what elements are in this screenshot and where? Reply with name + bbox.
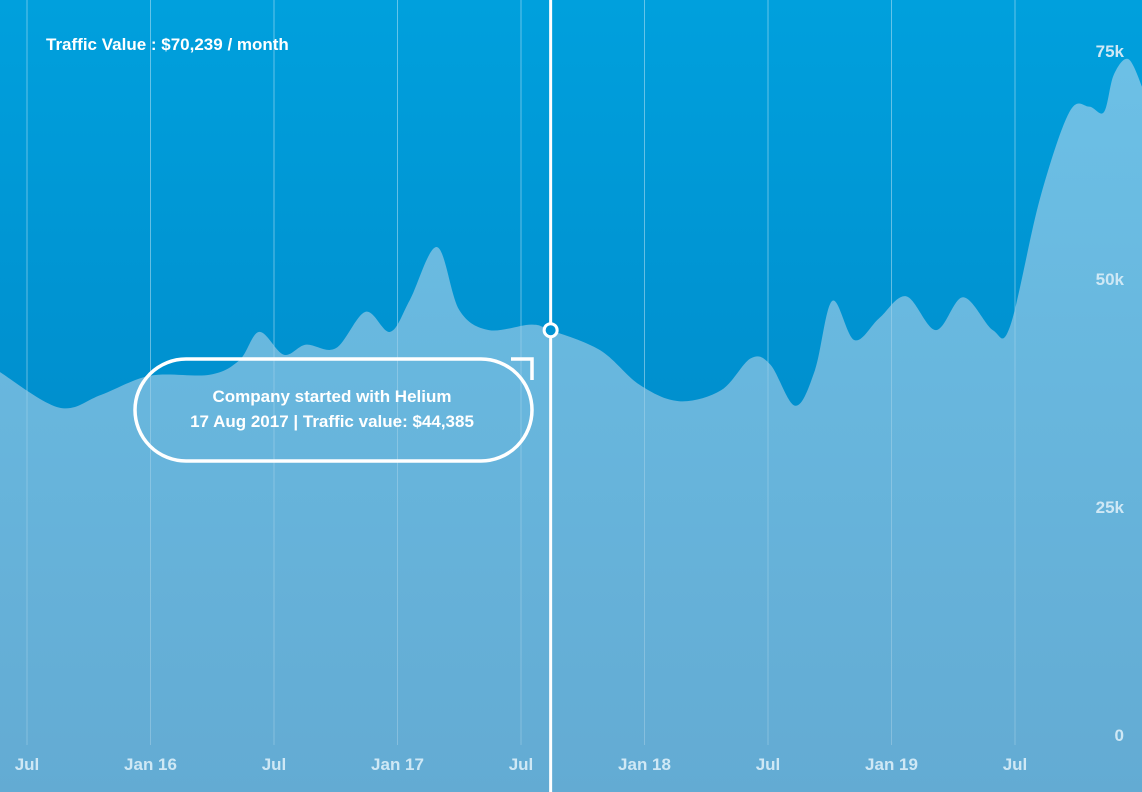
x-tick-label: Jul bbox=[1003, 755, 1028, 774]
chart-title: Traffic Value : $70,239 / month bbox=[46, 35, 289, 54]
traffic-area bbox=[0, 58, 1142, 792]
gridlines-overlay bbox=[26, 0, 1016, 745]
y-axis-ticks: 0 25k 50k 75k bbox=[1096, 42, 1125, 745]
x-tick-label: Jan 18 bbox=[618, 755, 671, 774]
x-tick-label: Jul bbox=[756, 755, 781, 774]
x-tick-label: Jul bbox=[509, 755, 534, 774]
x-tick-label: Jul bbox=[15, 755, 40, 774]
annotation-line1: Company started with Helium bbox=[213, 387, 452, 406]
annotation-marker[interactable] bbox=[542, 322, 559, 339]
annotation-corner-bracket bbox=[511, 357, 534, 380]
x-tick-label: Jul bbox=[262, 755, 287, 774]
y-tick-label: 0 bbox=[1115, 726, 1124, 745]
x-tick-label: Jan 17 bbox=[371, 755, 424, 774]
annotation-line2: 17 Aug 2017 | Traffic value: $44,385 bbox=[190, 412, 474, 431]
x-axis-ticks: Jul Jan 16 Jul Jan 17 Jul Jan 18 Jul Jan 19 Jul bbox=[15, 755, 1028, 774]
annotation-box bbox=[133, 357, 534, 463]
x-tick-label: Jan 16 bbox=[124, 755, 177, 774]
annotation[interactable]: Company started with Helium 17 Aug 2017 … bbox=[133, 0, 559, 792]
y-tick-label: 25k bbox=[1096, 498, 1125, 517]
y-tick-label: 50k bbox=[1096, 270, 1125, 289]
x-tick-label: Jan 19 bbox=[865, 755, 918, 774]
y-tick-label: 75k bbox=[1096, 42, 1125, 61]
